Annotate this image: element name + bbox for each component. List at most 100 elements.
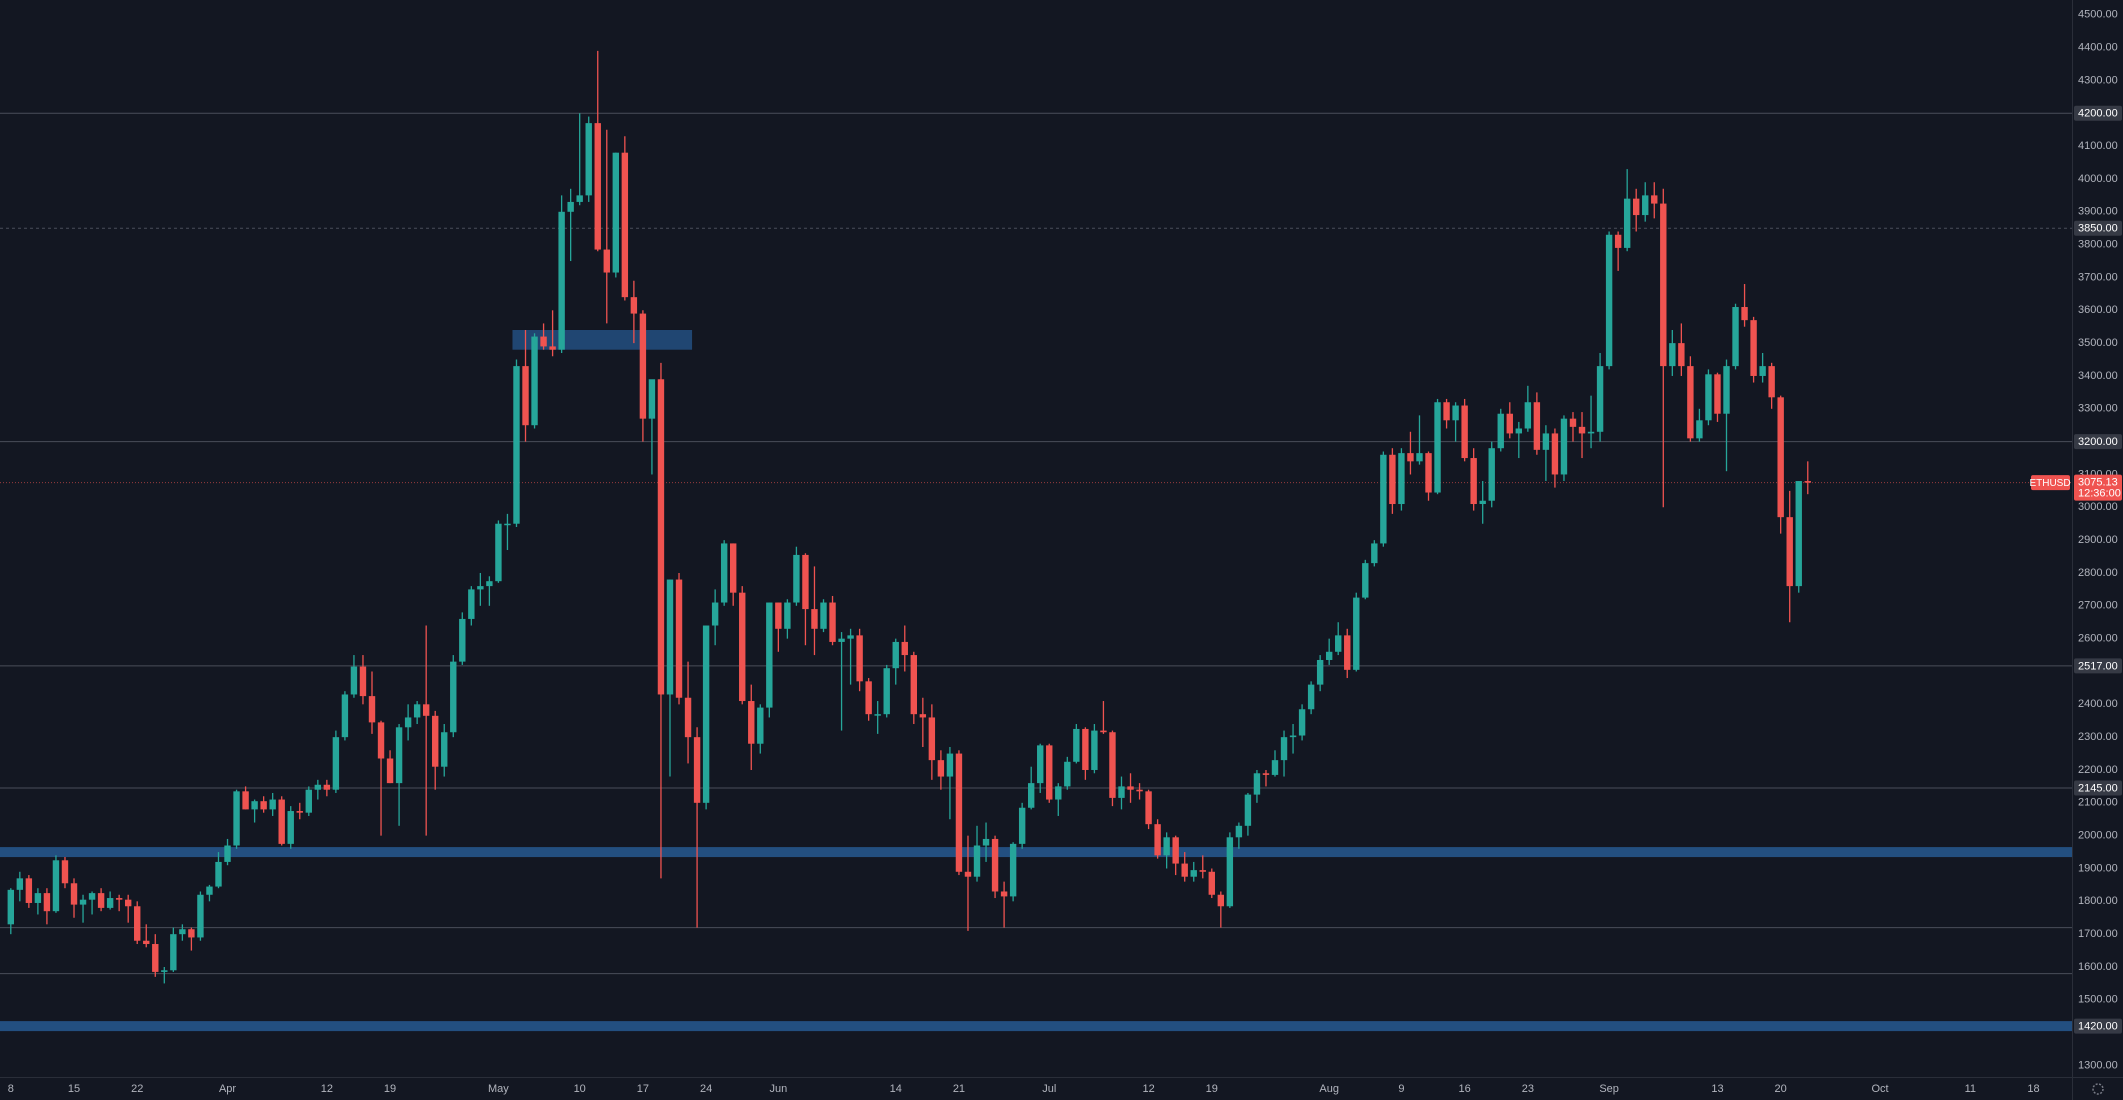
- candle-body: [757, 707, 764, 744]
- candle-body: [124, 899, 132, 907]
- candle-body: [341, 694, 349, 738]
- candle-body: [1660, 203, 1667, 367]
- candle-body: [1226, 837, 1234, 907]
- candle-body: [260, 801, 267, 810]
- candle-body: [621, 152, 629, 298]
- candle-body: [1633, 198, 1640, 216]
- candle-body: [1082, 728, 1089, 770]
- x-tick-label: May: [488, 1083, 509, 1095]
- level-label-bg: [2074, 434, 2122, 450]
- candle-body: [143, 940, 150, 945]
- candle-body: [603, 249, 610, 273]
- candle-body: [702, 625, 710, 803]
- x-tick-label: 8: [8, 1083, 14, 1095]
- last-price-label: 3075.13: [2078, 477, 2118, 489]
- x-tick-label: Jul: [1042, 1083, 1056, 1095]
- candle-body: [1488, 448, 1495, 501]
- x-tick-label: 23: [1522, 1083, 1534, 1095]
- y-tick-label: 2000.00: [2078, 830, 2118, 842]
- candle-body: [739, 592, 746, 702]
- candle-body: [1551, 433, 1559, 475]
- candle-body: [1325, 651, 1333, 660]
- candle-body: [441, 732, 448, 767]
- level-label-bg: [2074, 780, 2122, 796]
- y-tick-label: 4100.00: [2078, 140, 2118, 152]
- candle-body: [1623, 198, 1631, 248]
- candle-body: [1687, 366, 1694, 439]
- x-tick-label: 17: [637, 1083, 649, 1095]
- candle-body: [639, 313, 647, 419]
- candle-body: [251, 801, 258, 810]
- candle-body: [404, 717, 412, 728]
- candle-body: [1037, 745, 1044, 784]
- candle-body: [1569, 418, 1577, 427]
- candle-body: [1407, 453, 1414, 462]
- x-tick-label: Jun: [769, 1083, 787, 1095]
- candle-body: [368, 696, 376, 723]
- y-tick-label: 1600.00: [2078, 961, 2118, 973]
- candle-body: [224, 845, 231, 862]
- x-tick-label: 12: [1142, 1083, 1154, 1095]
- candle-body: [892, 641, 899, 669]
- candle-body: [1181, 863, 1188, 877]
- settings-icon[interactable]: [2092, 1083, 2104, 1095]
- candle-body: [1353, 597, 1360, 670]
- candle-body: [964, 871, 972, 877]
- candle-body: [1560, 418, 1568, 475]
- candle-body: [242, 791, 249, 810]
- x-tick-label: 13: [1711, 1083, 1723, 1095]
- candle-body: [79, 899, 87, 905]
- level-label: 3200.00: [2078, 436, 2118, 448]
- candle-body: [910, 655, 917, 715]
- candle-body: [630, 297, 638, 314]
- candle-body: [106, 898, 114, 908]
- x-tick-label: 24: [700, 1083, 712, 1095]
- candle-body: [323, 784, 331, 790]
- candle-body: [1542, 433, 1550, 450]
- candle-body: [973, 845, 981, 877]
- last-price-bg: [2074, 474, 2122, 501]
- support-band: [0, 847, 2072, 858]
- candle-body: [88, 893, 96, 900]
- candle-body: [1235, 825, 1243, 838]
- candle-body: [883, 668, 890, 715]
- x-tick-label: 10: [574, 1083, 586, 1095]
- y-tick-label: 3300.00: [2078, 403, 2118, 415]
- y-tick-label: 4400.00: [2078, 42, 2118, 54]
- candle-body: [350, 666, 358, 695]
- candle-body: [829, 602, 836, 642]
- x-tick-label: Oct: [1871, 1083, 1888, 1095]
- x-tick-label: Aug: [1319, 1083, 1339, 1095]
- candle-body: [1614, 234, 1622, 248]
- candle-body: [1497, 413, 1504, 449]
- candle-body: [1109, 732, 1116, 798]
- band-label: 1420.00: [2078, 1021, 2118, 1033]
- candle-body: [1000, 891, 1008, 897]
- candle-body: [197, 894, 204, 938]
- candle-body: [594, 123, 601, 250]
- candle-body: [684, 697, 692, 738]
- y-tick-label: 2400.00: [2078, 698, 2118, 710]
- candle-body: [1208, 871, 1215, 895]
- candle-body: [1759, 366, 1766, 376]
- candle-body: [1416, 453, 1423, 462]
- candle-body: [1145, 791, 1152, 825]
- candle-body: [1316, 659, 1324, 685]
- x-tick-label: Sep: [1599, 1083, 1619, 1095]
- candle-body: [1723, 366, 1730, 414]
- y-tick-label: 3700.00: [2078, 271, 2118, 283]
- candle-body: [802, 554, 809, 610]
- candle-body: [1461, 405, 1468, 459]
- candle-body: [1389, 454, 1396, 505]
- candle-body: [1163, 837, 1170, 856]
- candle-body: [1578, 426, 1586, 434]
- candle-body: [1714, 374, 1721, 414]
- candle-body: [504, 523, 511, 526]
- candle-body: [1425, 453, 1432, 493]
- candle-body: [1154, 824, 1161, 856]
- candle-body: [1055, 786, 1062, 800]
- candle-body: [1190, 870, 1197, 877]
- candle-body: [1091, 730, 1098, 770]
- candle-body: [1696, 420, 1703, 439]
